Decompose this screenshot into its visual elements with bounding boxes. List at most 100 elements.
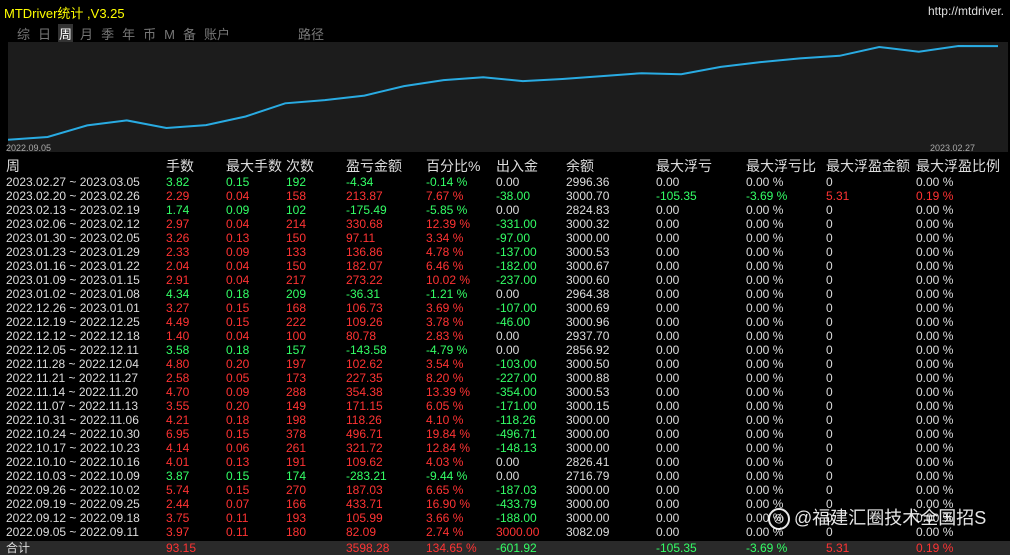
cell-col-2: 0.13 — [226, 455, 250, 469]
tab-6[interactable]: 币 — [143, 27, 157, 42]
cell-col-6: 0.00 — [496, 329, 520, 343]
cell-col-7: 2824.83 — [566, 203, 610, 217]
cell-col-7: 3082.09 — [566, 525, 610, 539]
cell-col-7: 3000.50 — [566, 357, 610, 371]
tab-2[interactable]: 周 — [58, 24, 74, 43]
cell-col-8: 0.00 — [656, 245, 680, 259]
tab-7[interactable]: M — [164, 27, 175, 42]
cell-col-10: 0 — [826, 511, 833, 525]
site-url-link[interactable]: http://mtdriver. — [927, 4, 1004, 18]
cell-col-4: 496.71 — [346, 427, 383, 441]
cell-col-9: 0.00 % — [746, 315, 784, 329]
cell-col-9: 0.00 % — [746, 483, 784, 497]
cell-col-3: 158 — [286, 189, 307, 203]
cell-col-10: 0 — [826, 301, 833, 315]
cell-col-9: 0.00 % — [746, 371, 784, 385]
cell-col-2: 0.18 — [226, 343, 250, 357]
cell-col-2: 0.07 — [226, 497, 250, 511]
cell-col-0: 2022.10.10 ~ 2022.10.16 — [6, 455, 140, 469]
cell-col-8: 0.00 — [656, 525, 680, 539]
cell-col-5: 4.03 % — [426, 455, 464, 469]
cell-col-2: 0.04 — [226, 189, 250, 203]
tab-10[interactable]: 路径 — [297, 27, 324, 42]
cell-col-2: 0.13 — [226, 231, 250, 245]
cell-col-0: 2022.10.31 ~ 2022.11.06 — [6, 413, 139, 427]
cell-col-10: 0 — [826, 273, 833, 287]
cell-col-5: 6.05 % — [426, 399, 464, 413]
cell-col-10: 0 — [826, 357, 833, 371]
cell-col-10: 0 — [826, 231, 833, 245]
cell-col-0: 2023.01.02 ~ 2023.01.08 — [6, 287, 140, 301]
cell-col-1: 2.29 — [166, 189, 190, 203]
cell-col-9: 0.00 % — [746, 385, 784, 399]
tab-8[interactable]: 备 — [182, 27, 196, 42]
cell-col-1: 5.74 — [166, 483, 190, 497]
cell-col-0: 2022.11.21 ~ 2022.11.27 — [6, 371, 139, 385]
cell-col-8: 0.00 — [656, 259, 680, 273]
tab-1[interactable]: 日 — [38, 27, 52, 42]
cell-col-1: 4.14 — [166, 441, 190, 455]
cell-col-0: 2022.11.07 ~ 2022.11.13 — [6, 399, 139, 413]
cell-col-1: 4.70 — [166, 385, 190, 399]
cell-col-2: 0.18 — [226, 287, 250, 301]
cell-col-4: -36.31 — [346, 287, 381, 301]
cell-col-3: 209 — [286, 287, 307, 301]
cell-col-6: 3000.00 — [496, 525, 540, 539]
cell-col-1: 2.33 — [166, 245, 190, 259]
cell-col-4: 118.26 — [346, 413, 382, 427]
chart-end-date: 2023.02.27 — [930, 143, 976, 153]
cell-col-3: 214 — [286, 217, 307, 231]
table-row: 2022.11.14 ~ 2022.11.20 4.70 0.09 288 354.38… — [0, 385, 1010, 399]
cell-col-6: -103.00 — [496, 357, 537, 371]
cell-col-0: 2023.02.20 ~ 2023.02.26 — [6, 189, 140, 203]
cell-col-5: 6.46 % — [426, 259, 464, 273]
cell-col-7: 3000.53 — [566, 245, 610, 259]
cell-col-2: 0.04 — [226, 259, 250, 273]
cell-col-7: 2716.79 — [566, 469, 610, 483]
cell-col-10: 5.31 — [826, 541, 850, 555]
cell-col-4: 97.11 — [346, 231, 376, 245]
cell-col-11: 0.00 % — [916, 287, 954, 301]
cell-col-5: 3.78 % — [426, 315, 464, 329]
table-row: 2023.02.13 ~ 2023.02.19 1.74 0.09 102 -175.4… — [0, 203, 1010, 217]
watermark-text: @福建汇圈技术全国招S — [794, 508, 987, 528]
tab-9[interactable]: 账户 — [203, 27, 230, 42]
tab-5[interactable]: 年 — [122, 27, 136, 42]
cell-col-10: 0 — [826, 385, 833, 399]
cell-col-1: 1.74 — [166, 203, 190, 217]
cell-col-4: 171.15 — [346, 399, 383, 413]
tab-3[interactable]: 月 — [80, 27, 94, 42]
cell-col-11: 0.00 % — [916, 371, 954, 385]
cell-col-8: 0.00 — [656, 301, 680, 315]
cell-col-0: 2023.01.23 ~ 2023.01.29 — [6, 245, 140, 259]
cell-col-1: 3.87 — [166, 469, 190, 483]
cell-col-5: 3.54 % — [426, 357, 464, 371]
cell-col-5: 3.69 % — [426, 301, 464, 315]
cell-col-9: 0.00 % — [746, 245, 784, 259]
cell-col-3: 270 — [286, 483, 307, 497]
cell-col-0: 2022.11.14 ~ 2022.11.20 — [6, 385, 139, 399]
cell-col-6: -46.00 — [496, 315, 531, 329]
cell-col-4: 102.62 — [346, 357, 383, 371]
cell-col-8: 0.00 — [656, 427, 680, 441]
cell-col-3: 150 — [286, 231, 307, 245]
cell-col-1: 4.80 — [166, 357, 190, 371]
cell-col-4: 187.03 — [346, 483, 383, 497]
cell-col-8: 0.00 — [656, 455, 680, 469]
tab-4[interactable]: 季 — [101, 27, 115, 42]
period-tabs: 综日周月季年币 M 备账户 路径 — [16, 24, 331, 43]
cell-col-3: 168 — [286, 301, 307, 315]
tab-0[interactable]: 综 — [17, 27, 31, 42]
cell-col-3: 150 — [286, 259, 307, 273]
cell-col-2: 0.15 — [226, 175, 250, 189]
cell-col-11: 0.00 % — [916, 343, 954, 357]
cell-col-5: 12.39 % — [426, 217, 471, 231]
cell-col-0: 2023.02.27 ~ 2023.03.05 — [6, 175, 140, 189]
cell-col-9: 0.00 % — [746, 175, 784, 189]
cell-col-10: 0 — [826, 413, 833, 427]
cell-col-5: -0.14 % — [426, 175, 468, 189]
cell-col-8: 0.00 — [656, 399, 680, 413]
cell-col-11: 0.00 % — [916, 483, 954, 497]
cell-col-8: 0.00 — [656, 343, 680, 357]
weekly-stats-table: 周 手数 最大手数 次数 盈亏金额 百分比% 出入金 余额 最大浮亏 最大浮亏比 最大浮盈金额 最大浮… — [0, 157, 1010, 555]
